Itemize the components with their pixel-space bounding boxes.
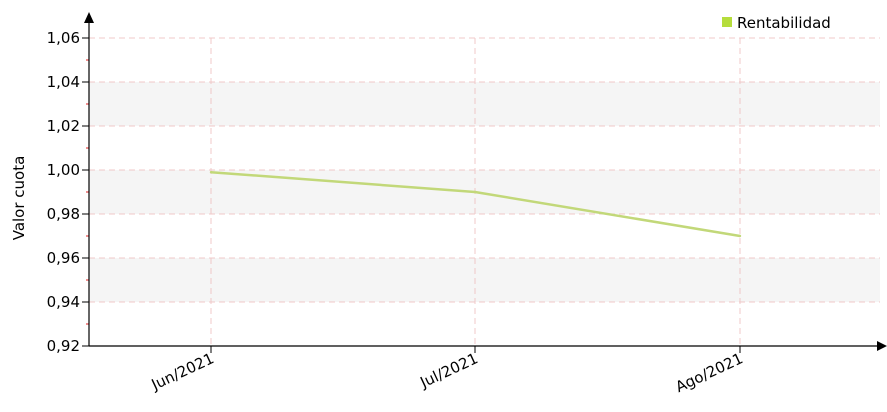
- y-tick-label: 0,98: [47, 205, 80, 223]
- y-tick-label: 1,00: [47, 161, 80, 179]
- y-tick-label: 0,94: [47, 293, 80, 311]
- data-point: [739, 235, 741, 237]
- x-tick-labels: Jun/2021 Jul/2021 Ago/2021: [148, 349, 746, 396]
- y-tick-label: 1,02: [47, 117, 80, 135]
- data-point: [210, 171, 212, 173]
- legend-marker: [722, 17, 732, 27]
- x-tick-label: Jul/2021: [417, 349, 481, 392]
- plot-band: [89, 82, 880, 126]
- y-tick-labels: 0,92 0,94 0,96 0,98 1,00 1,02 1,04 1,06: [47, 29, 80, 355]
- legend: Rentabilidad: [722, 14, 831, 32]
- plot-band: [89, 170, 880, 214]
- legend-label: Rentabilidad: [737, 14, 831, 32]
- y-tick-label: 0,96: [47, 249, 80, 267]
- y-tick-label: 1,06: [47, 29, 80, 47]
- x-tick-label: Jun/2021: [148, 349, 217, 394]
- y-tick-label: 1,04: [47, 73, 80, 91]
- x-tick-label: Ago/2021: [673, 349, 746, 396]
- y-axis-arrow: [84, 12, 94, 23]
- plot-band: [89, 258, 880, 302]
- y-tick-label: 0,92: [47, 337, 80, 355]
- y-axis-title: Valor cuota: [10, 156, 28, 241]
- plot-bands: [89, 82, 880, 302]
- x-axis-arrow: [877, 341, 887, 351]
- data-point: [474, 191, 476, 193]
